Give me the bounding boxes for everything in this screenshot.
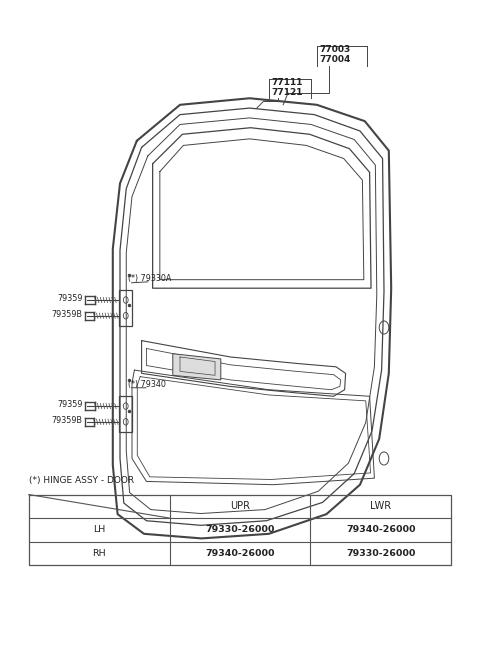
Text: (*) HINGE ASSY - DOOR: (*) HINGE ASSY - DOOR xyxy=(29,476,134,485)
Text: 79359B: 79359B xyxy=(51,310,83,319)
Text: 79340-26000: 79340-26000 xyxy=(205,549,275,558)
Text: LWR: LWR xyxy=(370,501,391,512)
Text: 77003: 77003 xyxy=(319,45,350,54)
Bar xyxy=(119,396,132,432)
Text: LH: LH xyxy=(93,525,105,534)
Text: 77111: 77111 xyxy=(271,78,303,87)
Text: RH: RH xyxy=(92,549,106,558)
Text: 79330-26000: 79330-26000 xyxy=(346,549,416,558)
Bar xyxy=(119,290,132,326)
Text: 79359: 79359 xyxy=(57,400,83,409)
Text: 79359B: 79359B xyxy=(51,416,83,425)
Text: 79359: 79359 xyxy=(57,294,83,303)
Text: UPR: UPR xyxy=(230,501,250,512)
Text: 79340-26000: 79340-26000 xyxy=(346,525,416,534)
Text: 79330-26000: 79330-26000 xyxy=(205,525,275,534)
Text: 77004: 77004 xyxy=(319,55,350,64)
Text: (*) 79340: (*) 79340 xyxy=(128,380,166,389)
Polygon shape xyxy=(173,354,221,380)
Text: 77121: 77121 xyxy=(271,88,303,97)
Text: (*) 79330A: (*) 79330A xyxy=(128,274,171,283)
